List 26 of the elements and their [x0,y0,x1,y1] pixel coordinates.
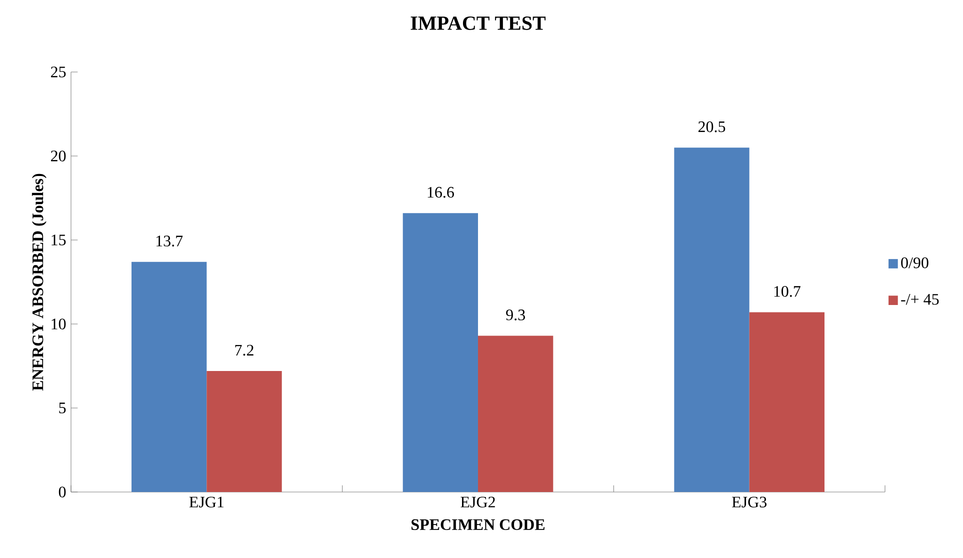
x-tick-label: EJG1 [189,496,224,508]
x-tick-label: EJG2 [460,496,495,508]
y-tick-label: 10 [52,318,66,330]
y-tick-label: 5 [59,402,66,414]
y-tick-label: 25 [51,66,66,78]
bar [132,262,207,492]
bar [402,213,478,492]
y-tick-label: 0 [58,486,66,498]
data-label: 16.6 [428,186,454,198]
bar [749,312,824,492]
y-tick-label: 20 [51,150,66,162]
data-label: 13.7 [156,236,183,246]
bar [206,371,282,492]
legend-label: 0/90 [901,257,928,268]
data-label: 20.5 [698,121,726,132]
x-tick-label: EJG3 [732,496,766,508]
chart-title: IMPACT TEST [410,16,546,30]
data-label: 10.7 [774,286,800,297]
legend-label: -/+ 45 [901,294,939,305]
y-tick-label: 15 [52,234,66,246]
bar [478,336,554,492]
y-axis-title: ENERGY ABSORBED (Joules) [32,174,46,391]
x-axis-title: SPECIMEN CODE [412,519,544,530]
data-label: 9.3 [506,310,525,320]
data-label: 7.2 [235,344,254,356]
bar [674,148,750,492]
